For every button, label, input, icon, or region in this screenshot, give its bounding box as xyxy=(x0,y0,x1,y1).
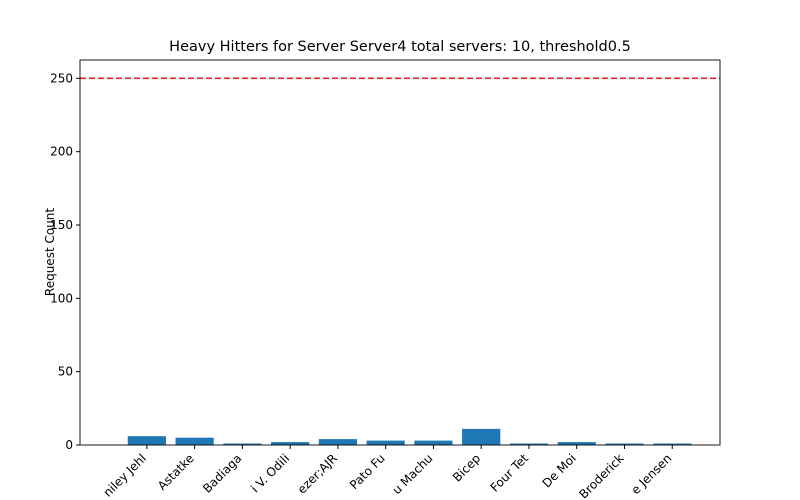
chart-title: Heavy Hitters for Server Server4 total s… xyxy=(169,39,631,55)
y-tick-label: 50 xyxy=(58,365,73,379)
bar xyxy=(175,437,214,445)
y-tick-label: 0 xyxy=(65,438,73,452)
x-tick-label: niley Jehl xyxy=(101,451,149,499)
y-tick-label: 250 xyxy=(50,71,73,85)
bar xyxy=(366,440,405,445)
x-tick-label: De Moi xyxy=(540,451,579,490)
bar xyxy=(318,439,358,445)
y-tick-label: 200 xyxy=(50,145,73,159)
x-tick-label: ezer;AJR xyxy=(295,451,340,496)
bar xyxy=(271,442,310,445)
x-tick-label: u Machu xyxy=(390,451,436,497)
x-tick-label: Badiaga xyxy=(200,451,244,495)
bar xyxy=(509,443,549,445)
bar xyxy=(223,443,262,445)
y-tick-label: 100 xyxy=(50,291,73,305)
bar xyxy=(653,443,692,445)
bar xyxy=(414,440,453,445)
x-tick-label: Four Tet xyxy=(488,451,532,495)
x-tick-label: Broderick xyxy=(576,451,626,500)
x-tick-label: Bicep xyxy=(450,451,483,484)
bar xyxy=(557,442,596,445)
x-tick-label: i V. Odili xyxy=(248,451,292,495)
y-tick-label: 150 xyxy=(50,218,73,232)
bar xyxy=(462,428,501,445)
plot-frame xyxy=(79,59,721,446)
x-tick-label: Astatke xyxy=(155,451,197,493)
bar xyxy=(127,436,166,445)
y-axis-label: Request Count xyxy=(43,208,57,296)
bar xyxy=(605,443,644,445)
x-tick-label: Pato Fu xyxy=(347,451,388,492)
x-tick-label: e Jensen xyxy=(628,451,674,497)
